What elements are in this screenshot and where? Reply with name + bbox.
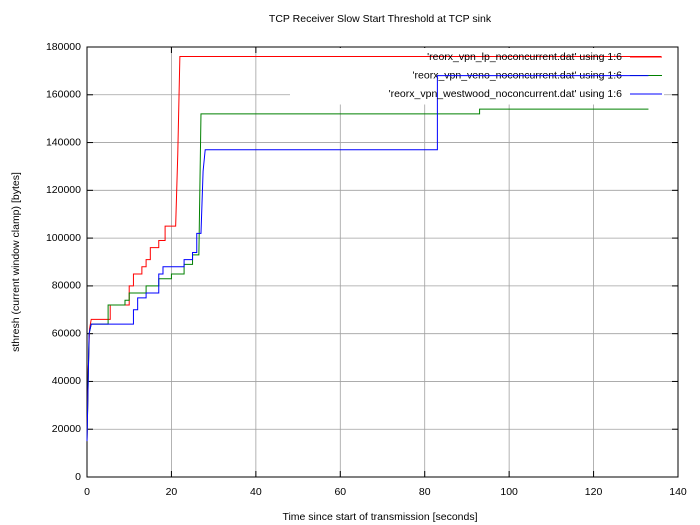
y-tick-label: 20000 <box>52 423 81 435</box>
x-tick-label: 120 <box>585 486 603 498</box>
y-tick-label: 140000 <box>46 136 81 148</box>
x-tick-label: 140 <box>669 486 687 498</box>
y-tick-label: 120000 <box>46 184 81 196</box>
y-axis-label: sthresh (current window clamp) [bytes] <box>10 172 22 352</box>
chart-title: TCP Receiver Slow Start Threshold at TCP… <box>269 13 492 25</box>
legend-label: 'reorx_vpn_westwood_noconcurrent.dat' us… <box>389 88 623 100</box>
y-tick-label: 100000 <box>46 232 81 244</box>
x-tick-label: 80 <box>419 486 431 498</box>
y-tick-label: 60000 <box>52 327 81 339</box>
x-tick-label: 100 <box>500 486 518 498</box>
y-tick-label: 40000 <box>52 375 81 387</box>
y-tick-label: 180000 <box>46 41 81 53</box>
x-tick-label: 60 <box>334 486 346 498</box>
x-tick-label: 0 <box>84 486 90 498</box>
y-tick-label: 0 <box>75 471 81 483</box>
x-tick-label: 40 <box>250 486 262 498</box>
legend-box <box>290 48 664 105</box>
y-tick-label: 80000 <box>52 280 81 292</box>
data-line <box>86 75 649 442</box>
y-tick-label: 160000 <box>46 89 81 101</box>
x-axis-label: Time since start of transmission [second… <box>282 511 477 523</box>
plot-frame <box>86 46 679 478</box>
data-line <box>86 56 662 442</box>
legend-label: 'reorx_vpn_lp_noconcurrent.dat' using 1:… <box>427 51 622 63</box>
x-tick-label: 20 <box>166 486 178 498</box>
